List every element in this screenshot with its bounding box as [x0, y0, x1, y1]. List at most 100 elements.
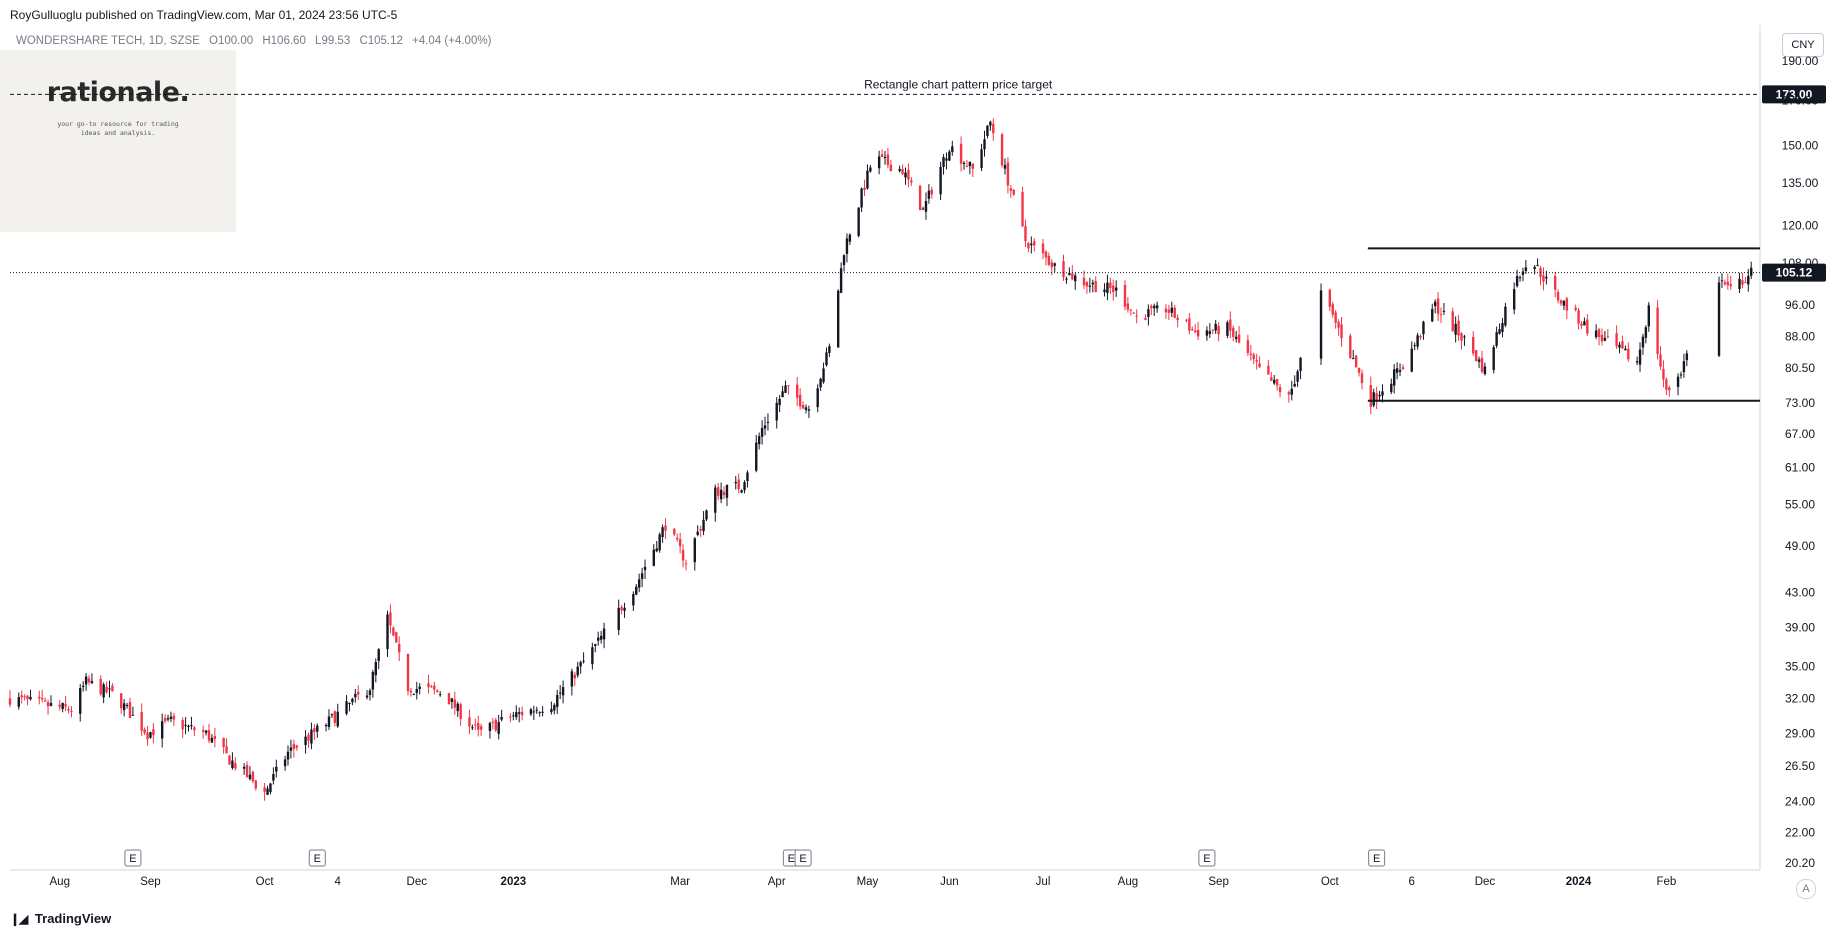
candle-body	[1188, 318, 1191, 331]
candle	[398, 636, 401, 662]
candle-body	[99, 678, 102, 695]
candle	[740, 489, 743, 494]
price-tick-label: 55.00	[1785, 498, 1815, 512]
candle	[643, 559, 647, 579]
candle-body	[1433, 301, 1437, 307]
candle-body	[737, 479, 740, 490]
candle	[898, 165, 901, 173]
candle-body	[1477, 359, 1481, 362]
candle-body	[1439, 314, 1443, 316]
currency-button[interactable]: CNY	[1782, 33, 1824, 57]
candle-body	[582, 660, 585, 662]
candle	[1273, 375, 1276, 385]
candle-body	[1685, 353, 1689, 361]
candle-body	[869, 167, 872, 172]
candle	[1492, 344, 1495, 374]
candle	[576, 661, 579, 678]
candle-body	[84, 676, 88, 685]
candle	[1644, 325, 1648, 344]
candle-body	[289, 747, 293, 751]
candle-body	[945, 158, 948, 161]
candle-body	[242, 766, 246, 769]
candle-body	[775, 402, 778, 421]
candle	[1439, 307, 1443, 323]
candle-body	[845, 238, 849, 254]
candle	[1463, 334, 1466, 346]
candle	[714, 484, 717, 522]
candle	[1454, 316, 1457, 343]
candle	[1287, 390, 1291, 403]
price-tick-label: 20.20	[1785, 856, 1815, 870]
candle	[1094, 276, 1097, 293]
candle-body	[755, 442, 758, 471]
time-tick-label: Jun	[940, 876, 959, 888]
candle-body	[1635, 361, 1639, 363]
candle-body	[594, 644, 597, 646]
auto-scale-button[interactable]: A	[1796, 879, 1816, 899]
time-axis[interactable]: Aug Sep Oct 4 Dec 2023 Mar Apr May Jun Jul Aug Sep Oc…	[50, 849, 1677, 888]
price-tick-label: 32.00	[1785, 691, 1815, 705]
candle	[146, 725, 149, 746]
price-tick-label: 88.00	[1785, 329, 1815, 343]
candle-body	[1328, 289, 1332, 307]
candle	[637, 573, 641, 593]
candle-body	[1662, 368, 1665, 380]
candle	[213, 727, 217, 748]
candle-body	[1562, 300, 1566, 306]
candle-body	[415, 689, 418, 693]
footer-brand[interactable]: ❙◢ TradingView	[10, 911, 111, 926]
candle	[673, 528, 676, 537]
candle	[488, 721, 492, 739]
candle-body	[1413, 345, 1416, 347]
candle-body	[561, 687, 565, 696]
candle	[1109, 277, 1112, 295]
candle	[1726, 273, 1730, 290]
candle	[836, 289, 840, 348]
candle-body	[1135, 315, 1138, 317]
candle-body	[1744, 282, 1747, 284]
candle-body	[1553, 275, 1557, 290]
candle-body	[316, 725, 319, 732]
candle-body	[1641, 336, 1645, 348]
candle-body	[939, 166, 942, 195]
candle-body	[1114, 287, 1118, 291]
candle	[1741, 272, 1744, 289]
candle-body	[1275, 379, 1279, 386]
price-axis[interactable]: 20.20 22.00 24.00 26.50 29.00 32.00 35.00 39.00…	[1782, 54, 1819, 870]
candle-body	[535, 709, 538, 711]
candle-body	[46, 702, 50, 707]
candle-body	[1109, 282, 1112, 288]
candle	[26, 695, 29, 706]
candle	[962, 161, 966, 170]
candle	[602, 622, 606, 649]
candle-body	[336, 711, 339, 727]
candle	[169, 711, 173, 723]
candle	[1173, 304, 1176, 319]
candle-body	[1583, 321, 1586, 326]
target-price-badge-bg	[1762, 85, 1826, 104]
candle	[1041, 238, 1045, 259]
candle-body	[295, 745, 298, 748]
price-tick-label: 26.50	[1785, 759, 1815, 773]
candle-body	[1155, 305, 1159, 309]
candle-body	[781, 391, 784, 398]
candle-body	[1024, 226, 1027, 242]
candle	[819, 377, 822, 391]
tradingview-logo-icon: ❙◢	[10, 912, 28, 926]
candle-body	[1398, 370, 1402, 372]
candle-body	[512, 715, 515, 717]
candle	[409, 687, 413, 697]
candle	[386, 610, 389, 657]
candle	[693, 537, 696, 571]
candle	[869, 165, 872, 173]
candle	[959, 136, 963, 172]
candle	[924, 192, 928, 220]
candle	[561, 680, 565, 704]
candle-body	[965, 165, 969, 167]
candle-body	[1012, 189, 1015, 195]
candle-body	[1352, 358, 1355, 360]
candle-body	[131, 714, 135, 716]
symbol-name[interactable]: WONDERSHARE TECH, 1D, SZSE	[16, 35, 200, 47]
candle	[450, 697, 454, 709]
